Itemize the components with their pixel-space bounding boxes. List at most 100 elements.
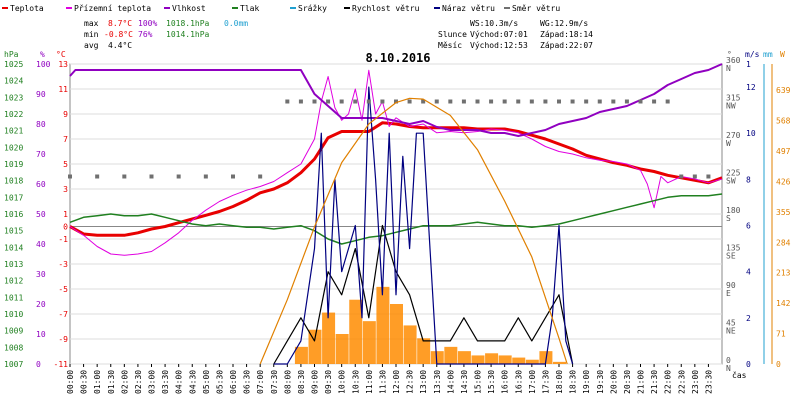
tick-label-ms: 6 <box>746 222 751 231</box>
tick-label-pct: 0 <box>36 360 41 369</box>
wind-dir-point <box>570 99 575 104</box>
x-tick-label: 06:30 <box>243 370 252 394</box>
x-tick-label: 02:00 <box>120 370 129 394</box>
radiation-bar <box>308 329 322 364</box>
wind-dir-point <box>176 174 181 179</box>
wind-dir-point <box>584 99 589 104</box>
wind-dir-point <box>489 99 494 104</box>
stats-block: max 8.7°C 100% 1018.1hPa 0.0mm min -0.8°… <box>84 19 593 50</box>
series-line <box>69 69 723 256</box>
tick-label-hpa: 1024 <box>4 77 23 86</box>
stat-sunrise: Východ:07:01 <box>470 30 528 39</box>
tick-label-hpa: 1014 <box>4 243 23 252</box>
stat-max-hum: 100% <box>138 19 157 28</box>
wind-dir-point <box>353 99 358 104</box>
tick-label-w: 284 <box>776 238 791 247</box>
legend-item: Vlhkost <box>172 4 206 13</box>
tick-label-dir: SW <box>726 177 736 186</box>
tick-label-deg: 225 <box>726 169 741 178</box>
wind-dir-point <box>597 99 602 104</box>
x-tick-label: 10:30 <box>351 370 360 394</box>
stat-wg: WG:12.9m/s <box>540 19 588 28</box>
x-tick-label: 14:00 <box>446 370 455 394</box>
wind-dir-point <box>475 99 480 104</box>
tick-label-w: 142 <box>776 299 791 308</box>
stat-min-label: min <box>84 30 99 39</box>
wind-dir-point <box>258 174 263 179</box>
x-tick-label: 06:00 <box>229 370 238 394</box>
x-tick-label: 17:00 <box>528 370 537 394</box>
x-tick-label: 12:00 <box>392 370 401 394</box>
unit-hpa: hPa <box>4 50 19 59</box>
tick-label-dir: E <box>726 289 731 298</box>
unit-c: °C <box>56 50 66 59</box>
tick-label-hpa: 1025 <box>4 60 23 69</box>
legend-item: Náraz větru <box>442 4 495 13</box>
wind-dir-point <box>679 174 684 179</box>
x-tick-label: 17:30 <box>541 370 550 394</box>
tick-label-temp: 5 <box>63 160 68 169</box>
wind-dir-point <box>68 174 72 179</box>
x-tick-label: 13:30 <box>433 370 442 394</box>
tick-label-w: 0 <box>776 360 781 369</box>
radiation-bar <box>390 304 403 364</box>
radiation-bar <box>471 355 485 364</box>
x-tick-label: 22:00 <box>664 370 673 394</box>
x-tick-label: 21:30 <box>650 370 659 394</box>
x-tick-label: 09:30 <box>324 370 333 394</box>
tick-label-w: 355 <box>776 208 791 217</box>
x-tick-label: 04:00 <box>175 370 184 394</box>
x-tick-label: 21:00 <box>637 370 646 394</box>
stat-min-hum: 76% <box>138 30 153 39</box>
x-tick-label: 00:00 <box>66 370 75 394</box>
stat-avg-label: avg <box>84 41 99 50</box>
tick-label-hpa: 1022 <box>4 110 23 119</box>
tick-label-dir: N <box>726 64 731 73</box>
x-tick-label: 00:30 <box>80 370 89 394</box>
wind-dir-point <box>95 174 100 179</box>
x-tick-label: 19:00 <box>582 370 591 394</box>
x-axis-label: čas <box>732 370 747 380</box>
tick-label-deg: 90 <box>726 281 736 290</box>
x-tick-label: 20:30 <box>623 370 632 394</box>
tick-label-pct: 90 <box>36 90 46 99</box>
series-line <box>273 86 574 365</box>
tick-label-deg: 0 <box>726 356 731 365</box>
tick-label-pct: 80 <box>36 120 46 129</box>
tick-label-temp: 11 <box>58 85 68 94</box>
tick-label-ms: 1 <box>746 60 751 69</box>
tick-label-ms: 8 <box>746 175 751 184</box>
tick-label-hpa: 1008 <box>4 343 23 352</box>
x-tick-label: 23:00 <box>691 370 700 394</box>
stat-max-press: 1018.1hPa <box>166 19 210 28</box>
tick-label-dir: N <box>726 364 731 373</box>
tick-label-pct: 100 <box>36 60 51 69</box>
tick-label-pct: 10 <box>36 330 46 339</box>
tick-label-hpa: 1023 <box>4 93 23 102</box>
radiation-bar <box>417 338 431 364</box>
x-tick-label: 12:30 <box>406 370 415 394</box>
wind-dir-point <box>380 99 385 104</box>
tick-label-ms: 10 <box>746 129 756 138</box>
x-tick-label: 19:30 <box>596 370 605 394</box>
x-tick-label: 13:00 <box>419 370 428 394</box>
x-tick-label: 03:30 <box>161 370 170 394</box>
radiation-bar <box>403 325 417 364</box>
radiation-bar <box>294 346 308 364</box>
tick-label-ms: 4 <box>746 268 751 277</box>
wind-dir-point <box>692 174 697 179</box>
axis-unit-labels: hPa % °C ° m/s mm W čas <box>4 50 785 380</box>
tick-label-w: 639 <box>776 86 791 95</box>
tick-label-w: 213 <box>776 269 791 278</box>
radiation-bar <box>553 361 566 364</box>
wind-dir-point <box>366 99 371 104</box>
x-tick-label: 07:00 <box>256 370 265 394</box>
wind-dir-point <box>298 99 303 104</box>
x-tick-label: 11:00 <box>365 370 374 394</box>
x-tick-label: 15:30 <box>487 370 496 394</box>
x-tick-label: 18:00 <box>555 370 564 394</box>
tick-label-hpa: 1017 <box>4 193 23 202</box>
tick-label-dir: W <box>726 139 731 148</box>
wind-dir-point <box>285 99 290 104</box>
